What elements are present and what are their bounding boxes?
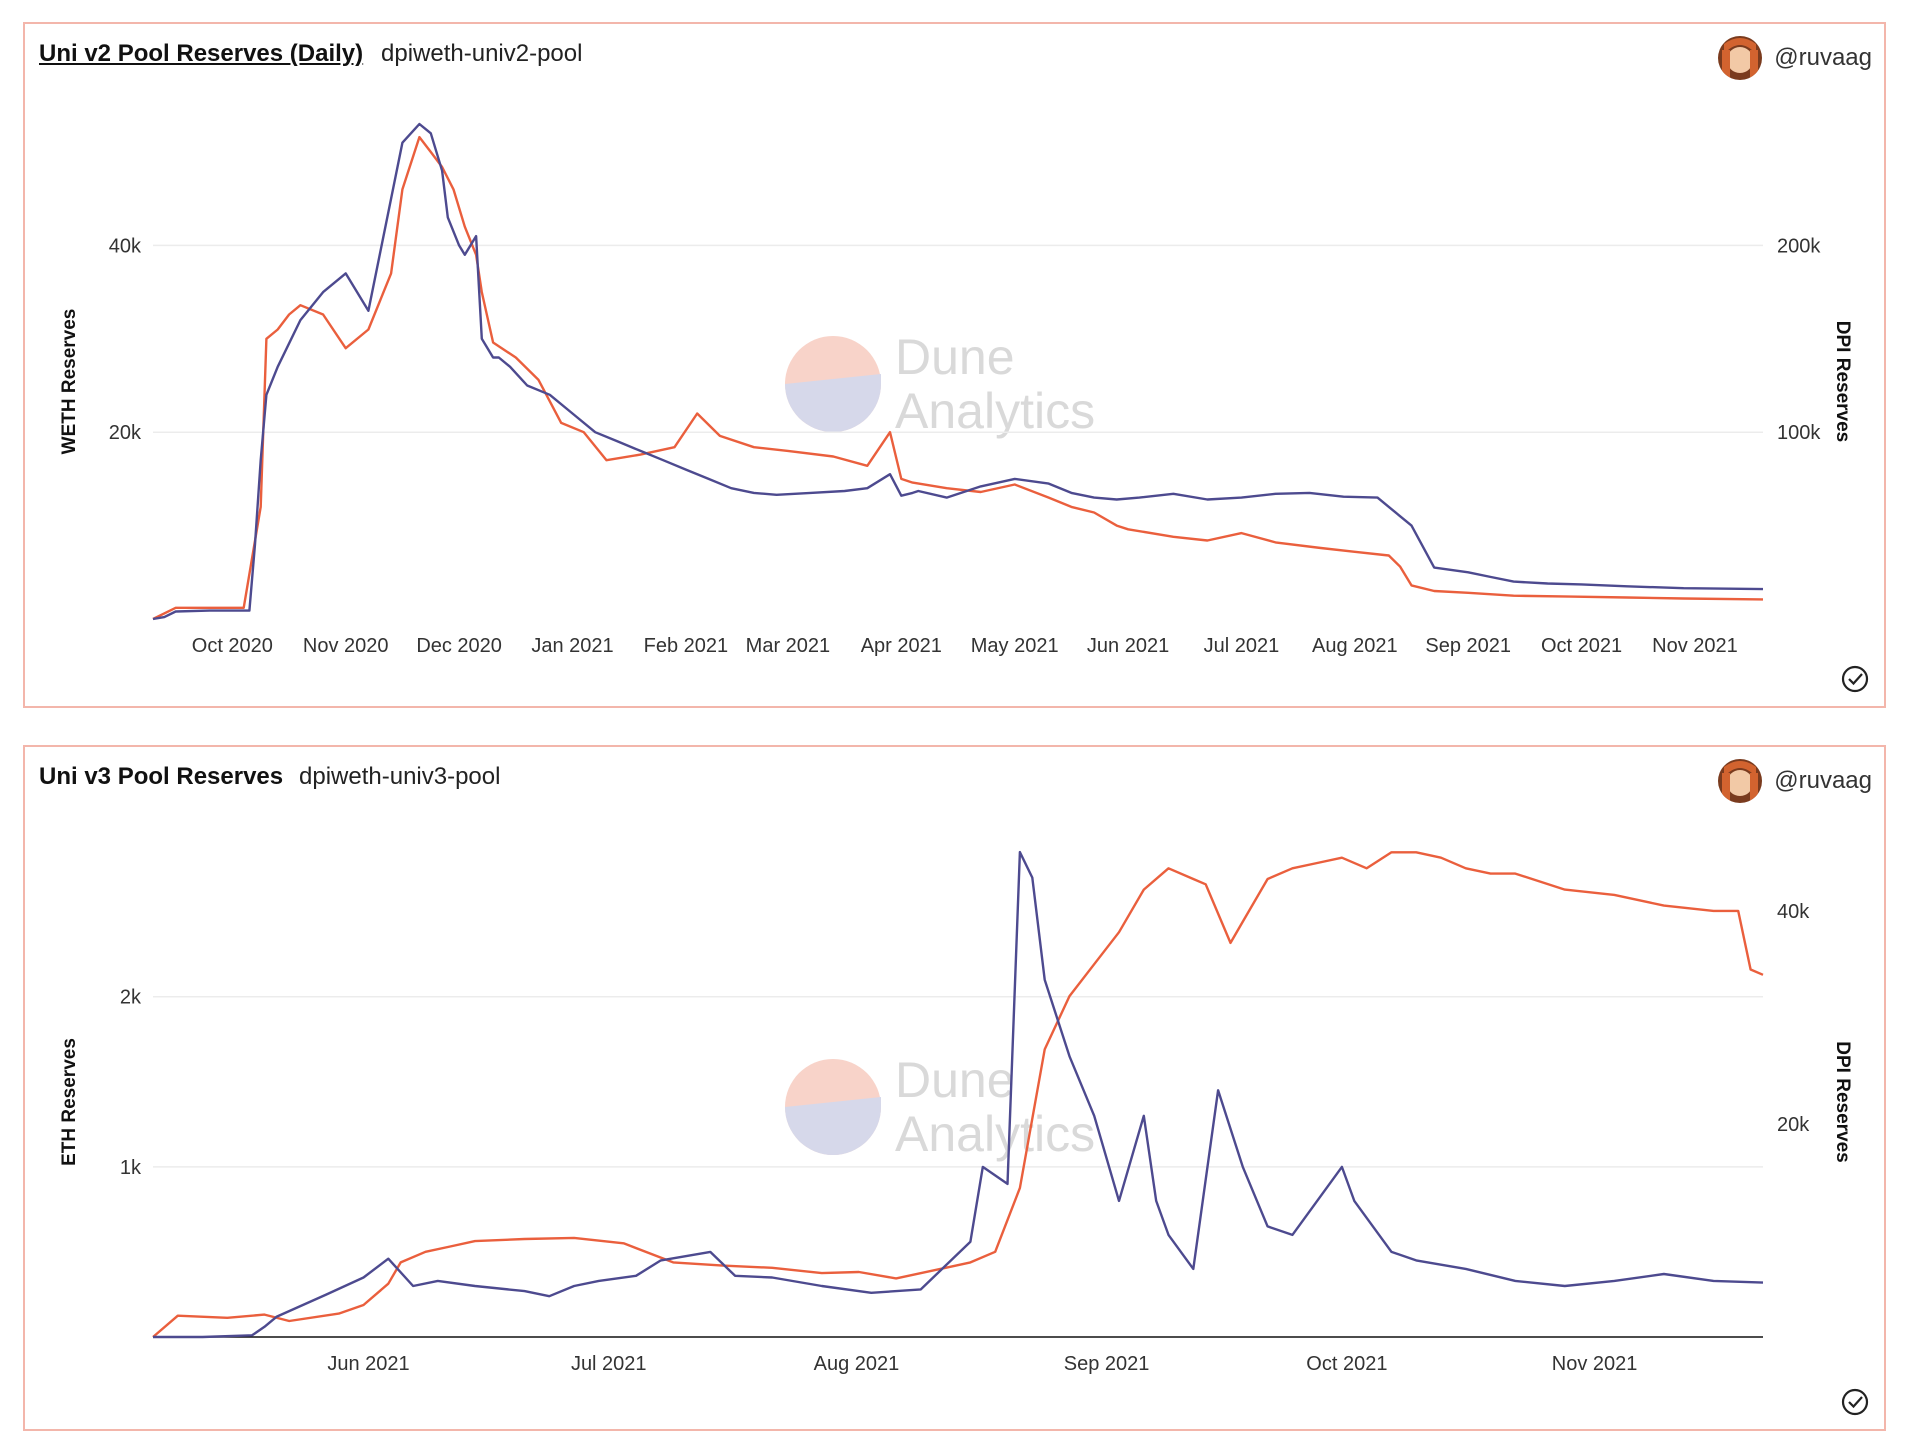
line-chart-univ2: 20k 40k 100k 200k Oct 2020 Nov 2020 Dec 2020 Ja… [59, 122, 1853, 657]
y-axis-label: ETH Reserves [59, 1038, 80, 1166]
x-tick-label: Feb 2021 [644, 635, 729, 657]
x-tick-label: Jul 2021 [571, 1353, 647, 1375]
chart-subtitle: dpiweth-univ2-pool [381, 40, 583, 67]
y-tick-label: 1k [120, 1157, 142, 1179]
chart-title-link[interactable]: Uni v2 Pool Reserves (Daily) [39, 40, 364, 67]
avatar-icon [1718, 36, 1763, 80]
chart-panel-univ3: Uni v3 Pool Reserves dpiweth-univ3-pool … [23, 745, 1886, 1431]
y2-tick-label: 200k [1777, 235, 1821, 257]
chart-title: Uni v3 Pool Reserves [39, 763, 284, 790]
y-tick-label: 40k [109, 235, 142, 257]
x-tick-label: Sep 2021 [1064, 1353, 1150, 1375]
x-tick-label: Nov 2021 [1552, 1353, 1638, 1375]
series-line-dpi-reserves [152, 851, 1764, 1338]
author-handle: @ruvaag [1774, 44, 1872, 71]
series-line-eth-reserves [153, 850, 1764, 1339]
y-axis-label: WETH Reserves [59, 309, 80, 455]
x-tick-label: Mar 2021 [746, 635, 831, 657]
x-tick-label: Oct 2020 [192, 635, 273, 657]
x-tick-label: Aug 2021 [1312, 635, 1398, 657]
x-tick-label: Nov 2021 [1652, 635, 1738, 657]
x-tick-label: Oct 2021 [1541, 635, 1622, 657]
y2-tick-label: 20k [1777, 1114, 1810, 1136]
series-line-weth-reserves [152, 122, 1764, 621]
watermark-line2: Analytics [895, 383, 1095, 439]
dune-watermark: Dune Analytics [785, 1052, 1095, 1162]
author-badge[interactable]: @ruvaag [1718, 36, 1872, 80]
watermark-line1: Dune [895, 1052, 1015, 1108]
watermark-line2: Analytics [895, 1106, 1095, 1162]
x-tick-label: Jan 2021 [531, 635, 613, 657]
chart-subtitle: dpiweth-univ3-pool [299, 763, 501, 790]
x-tick-label: Dec 2020 [416, 635, 502, 657]
author-handle: @ruvaag [1774, 767, 1872, 794]
y2-tick-label: 40k [1777, 901, 1810, 923]
chart-panel-univ2: Uni v2 Pool Reserves (Daily) dpiweth-uni… [23, 22, 1886, 708]
x-tick-label: Jun 2021 [327, 1353, 409, 1375]
y2-axis-label: DPI Reserves [1832, 321, 1853, 442]
y2-tick-label: 100k [1777, 422, 1821, 444]
x-tick-label: Apr 2021 [861, 635, 942, 657]
author-badge[interactable]: @ruvaag [1718, 759, 1872, 803]
x-tick-label: Sep 2021 [1425, 635, 1511, 657]
y-tick-label: 20k [109, 422, 142, 444]
y-tick-label: 2k [120, 987, 142, 1009]
check-circle-icon [1841, 665, 1869, 693]
x-tick-label: Oct 2021 [1306, 1353, 1387, 1375]
x-tick-label: Jul 2021 [1204, 635, 1280, 657]
line-chart-univ3: 1k 2k 20k 40k Jun 2021 Jul 2021 Aug 2021 Sep 20… [59, 850, 1853, 1375]
x-tick-label: Aug 2021 [814, 1353, 900, 1375]
x-tick-label: Jun 2021 [1087, 635, 1169, 657]
check-circle-icon [1841, 1388, 1869, 1416]
avatar-icon [1718, 759, 1763, 803]
x-tick-label: Nov 2020 [303, 635, 389, 657]
series-line-dpi-reserves [152, 135, 1764, 621]
x-tick-label: May 2021 [971, 635, 1059, 657]
watermark-line1: Dune [895, 329, 1015, 385]
y2-axis-label: DPI Reserves [1832, 1041, 1853, 1162]
dune-watermark: Dune Analytics [785, 329, 1095, 439]
